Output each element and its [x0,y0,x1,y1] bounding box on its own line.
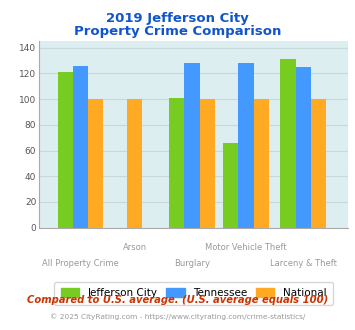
Bar [223,143,238,228]
Bar [184,63,200,228]
Bar [200,99,215,228]
Bar [296,67,311,228]
Text: © 2025 CityRating.com - https://www.cityrating.com/crime-statistics/: © 2025 CityRating.com - https://www.city… [50,313,305,319]
Text: Motor Vehicle Theft: Motor Vehicle Theft [205,243,287,251]
Bar [280,59,296,228]
Text: Arson: Arson [122,243,147,251]
Text: Property Crime Comparison: Property Crime Comparison [74,25,281,38]
Bar [88,99,103,228]
Text: 2019 Jefferson City: 2019 Jefferson City [106,12,249,24]
Text: Larceny & Theft: Larceny & Theft [270,259,337,268]
Text: All Property Crime: All Property Crime [42,259,119,268]
Bar [127,99,142,228]
Bar [169,98,184,228]
Text: Burglary: Burglary [174,259,210,268]
Bar [311,99,326,228]
Bar [58,72,73,228]
Bar [73,66,88,228]
Bar [238,63,254,228]
Legend: Jefferson City, Tennessee, National: Jefferson City, Tennessee, National [54,282,333,305]
Text: Compared to U.S. average. (U.S. average equals 100): Compared to U.S. average. (U.S. average … [27,295,328,305]
Bar [254,99,269,228]
